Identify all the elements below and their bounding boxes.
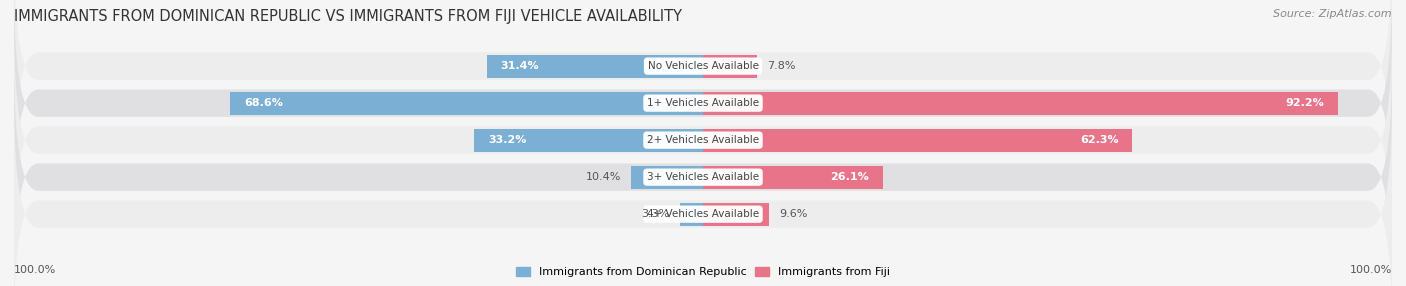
Text: 62.3%: 62.3% (1080, 135, 1118, 145)
Text: 7.8%: 7.8% (768, 61, 796, 71)
Text: Source: ZipAtlas.com: Source: ZipAtlas.com (1274, 9, 1392, 19)
Text: 33.2%: 33.2% (488, 135, 526, 145)
Text: 1+ Vehicles Available: 1+ Vehicles Available (647, 98, 759, 108)
Text: 9.6%: 9.6% (779, 209, 808, 219)
Text: 68.6%: 68.6% (245, 98, 283, 108)
Text: 100.0%: 100.0% (1350, 265, 1392, 275)
Text: 4+ Vehicles Available: 4+ Vehicles Available (647, 209, 759, 219)
Bar (703, 55, 756, 78)
FancyBboxPatch shape (14, 0, 1392, 219)
Text: 31.4%: 31.4% (501, 61, 538, 71)
Text: No Vehicles Available: No Vehicles Available (648, 61, 758, 71)
Bar (703, 129, 1132, 152)
FancyBboxPatch shape (14, 24, 1392, 256)
Text: 3.3%: 3.3% (641, 209, 669, 219)
Bar (231, 92, 703, 115)
Text: 2+ Vehicles Available: 2+ Vehicles Available (647, 135, 759, 145)
Text: 26.1%: 26.1% (831, 172, 869, 182)
Text: 100.0%: 100.0% (14, 265, 56, 275)
FancyBboxPatch shape (14, 0, 1392, 182)
Bar (474, 129, 703, 152)
FancyBboxPatch shape (14, 61, 1392, 286)
Bar (631, 166, 703, 189)
Bar (703, 203, 769, 226)
Text: IMMIGRANTS FROM DOMINICAN REPUBLIC VS IMMIGRANTS FROM FIJI VEHICLE AVAILABILITY: IMMIGRANTS FROM DOMINICAN REPUBLIC VS IM… (14, 9, 682, 23)
Bar (703, 92, 1339, 115)
Legend: Immigrants from Dominican Republic, Immigrants from Fiji: Immigrants from Dominican Republic, Immi… (512, 263, 894, 282)
Text: 92.2%: 92.2% (1285, 98, 1324, 108)
Bar (681, 203, 703, 226)
Bar (486, 55, 703, 78)
Text: 10.4%: 10.4% (586, 172, 621, 182)
Bar (703, 166, 883, 189)
Text: 3+ Vehicles Available: 3+ Vehicles Available (647, 172, 759, 182)
FancyBboxPatch shape (14, 98, 1392, 286)
